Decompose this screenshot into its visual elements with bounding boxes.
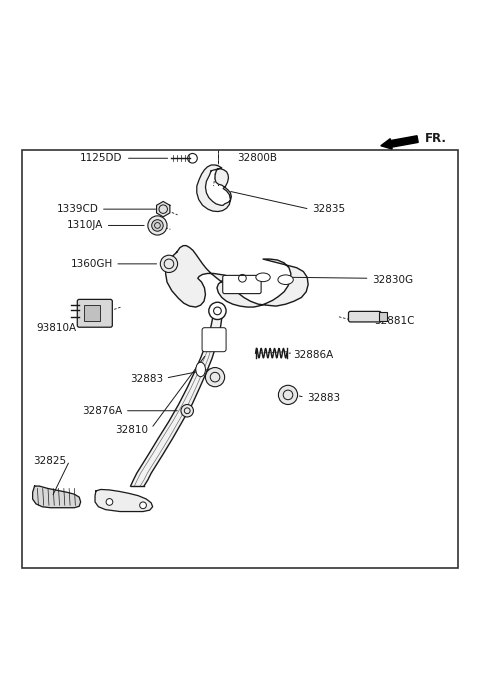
- FancyBboxPatch shape: [348, 311, 381, 322]
- FancyArrow shape: [381, 136, 418, 149]
- Circle shape: [278, 385, 298, 404]
- Polygon shape: [33, 486, 81, 508]
- Circle shape: [181, 404, 193, 417]
- Polygon shape: [166, 245, 308, 307]
- Circle shape: [148, 216, 167, 235]
- FancyBboxPatch shape: [379, 312, 387, 322]
- Text: 1310JA: 1310JA: [67, 220, 103, 230]
- FancyBboxPatch shape: [84, 305, 100, 322]
- Bar: [22, 150, 458, 568]
- Polygon shape: [95, 489, 153, 511]
- Circle shape: [160, 255, 178, 273]
- Polygon shape: [131, 312, 222, 486]
- Text: 32886A: 32886A: [293, 350, 333, 360]
- Text: 32835: 32835: [312, 204, 345, 214]
- Circle shape: [209, 302, 226, 320]
- Text: 32881C: 32881C: [374, 316, 415, 327]
- Polygon shape: [156, 201, 170, 217]
- Text: 32876A: 32876A: [82, 406, 122, 415]
- Ellipse shape: [196, 362, 205, 377]
- Circle shape: [106, 499, 113, 505]
- Text: 1360GH: 1360GH: [71, 259, 113, 269]
- Circle shape: [140, 502, 146, 508]
- Text: 93810A: 93810A: [36, 322, 77, 333]
- Text: 1125DD: 1125DD: [80, 153, 122, 163]
- Circle shape: [152, 220, 163, 232]
- Text: 32830G: 32830G: [372, 275, 413, 285]
- FancyBboxPatch shape: [77, 300, 112, 327]
- Text: 32883: 32883: [307, 393, 340, 403]
- Text: 32800B: 32800B: [238, 153, 277, 163]
- FancyBboxPatch shape: [202, 328, 226, 351]
- Ellipse shape: [278, 275, 293, 285]
- Text: 32825: 32825: [33, 455, 66, 466]
- Ellipse shape: [256, 273, 270, 282]
- Text: 1339CD: 1339CD: [57, 204, 98, 214]
- Text: 32810: 32810: [115, 425, 148, 435]
- FancyBboxPatch shape: [223, 276, 261, 294]
- Text: FR.: FR.: [425, 132, 447, 145]
- Circle shape: [205, 367, 225, 387]
- Text: 32883: 32883: [130, 374, 163, 384]
- Polygon shape: [197, 165, 231, 212]
